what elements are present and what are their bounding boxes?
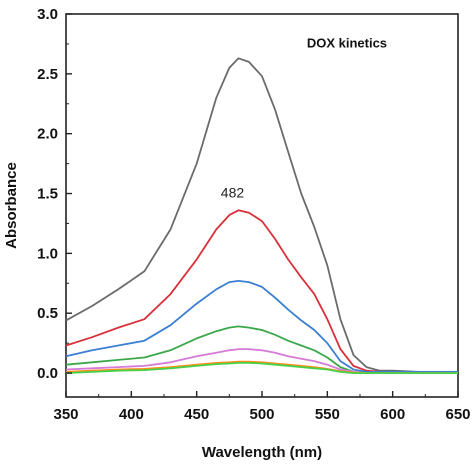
x-tick-label: 350 <box>53 406 78 423</box>
y-tick-label: 2.5 <box>37 66 58 83</box>
series-line-1 <box>65 57 458 373</box>
y-tick-label: 3.0 <box>37 6 58 23</box>
x-tick-label: 400 <box>119 406 144 423</box>
axes-layer: 350 400 450 500 550 600 650 0.0 0.5 1.0 1.5 2.0 2.5 3… <box>3 6 471 461</box>
series-line-2 <box>65 209 458 373</box>
x-axis-title: Wavelength (nm) <box>202 444 322 461</box>
plot-area <box>65 13 459 398</box>
y-tick-label: 1.0 <box>37 245 58 262</box>
y-tick-label: 1.5 <box>37 186 58 203</box>
annotation-layer: DOX kinetics 482 <box>221 36 387 201</box>
x-tick-label: 650 <box>445 406 470 423</box>
y-tick-label: 0.0 <box>37 365 58 382</box>
x-tick-label: 450 <box>184 406 209 423</box>
annotation-peak-482: 482 <box>221 185 245 201</box>
annotation-dox-kinetics: DOX kinetics <box>307 36 387 51</box>
y-axis-title: Absorbance <box>3 162 20 249</box>
series-line-7 <box>65 361 458 375</box>
x-tick-label: 550 <box>315 406 340 423</box>
series-line-3 <box>65 279 458 373</box>
x-tick-label: 500 <box>249 406 274 423</box>
plot-frame <box>65 13 459 398</box>
series-layer <box>65 57 458 375</box>
y-tick-label: 2.0 <box>37 126 58 143</box>
x-tick-label: 600 <box>380 406 405 423</box>
y-tick-label: 0.5 <box>37 305 58 322</box>
